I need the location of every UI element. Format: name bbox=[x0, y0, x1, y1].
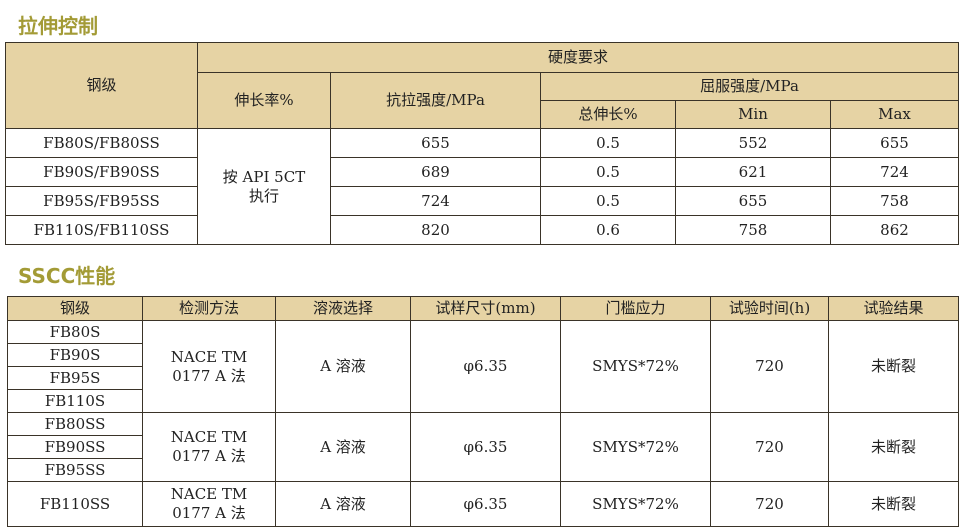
yield-min-cell: 621 bbox=[675, 157, 831, 187]
header-yield-strength: 屈服强度/MPa bbox=[540, 72, 959, 101]
yield-min-cell: 552 bbox=[675, 128, 831, 158]
grade-cell: FB95SS bbox=[7, 458, 143, 482]
tensile-strength-cell: 820 bbox=[330, 215, 541, 245]
header-total-elongation: 总伸长% bbox=[540, 100, 676, 129]
tensile-strength-cell: 724 bbox=[330, 186, 541, 216]
test-result-cell: 未断裂 bbox=[828, 481, 959, 527]
sscc-header-cell: 钢级 bbox=[7, 296, 143, 321]
tensile-table: 钢级 硬度要求 伸长率% 抗拉强度/MPa 屈服强度/MPa 总伸长% Min … bbox=[5, 42, 959, 245]
grade-cell: FB110SS bbox=[7, 481, 143, 527]
tensile-section-title: 拉伸控制 bbox=[18, 14, 98, 38]
table-row: FB95S/FB95SS 724 0.5 655 758 bbox=[5, 186, 959, 216]
grade-cell: FB80S/FB80SS bbox=[5, 128, 198, 158]
grade-cell: FB110S/FB110SS bbox=[5, 215, 198, 245]
solution-cell: A 溶液 bbox=[275, 481, 411, 527]
yield-max-cell: 655 bbox=[830, 128, 959, 158]
header-hardness: 硬度要求 bbox=[197, 42, 959, 73]
grade-cell: FB95S bbox=[7, 366, 143, 390]
grade-cell: FB90S bbox=[7, 343, 143, 367]
test-result-cell: 未断裂 bbox=[828, 412, 959, 482]
test-result-cell: 未断裂 bbox=[828, 320, 959, 413]
solution-cell: A 溶液 bbox=[275, 320, 411, 413]
yield-min-cell: 655 bbox=[675, 186, 831, 216]
header-grade: 钢级 bbox=[5, 42, 198, 129]
total-elongation-cell: 0.5 bbox=[540, 186, 676, 216]
method-cell: NACE TM 0177 A 法 bbox=[142, 412, 276, 482]
elongation-note-cell: 按 API 5CT 执行 bbox=[197, 128, 331, 245]
header-min: Min bbox=[675, 100, 831, 129]
sscc-header-cell: 溶液选择 bbox=[275, 296, 411, 321]
sscc-header-cell: 试样尺寸(mm) bbox=[410, 296, 561, 321]
sscc-table: 钢级 检测方法 溶液选择 试样尺寸(mm) 门槛应力 试验时间(h) 试验结果 FB80S N… bbox=[7, 296, 959, 527]
threshold-stress-cell: SMYS*72% bbox=[560, 481, 711, 527]
table-row: FB90S/FB90SS 689 0.5 621 724 bbox=[5, 157, 959, 187]
grade-cell: FB90SS bbox=[7, 435, 143, 459]
table-row: FB80S/FB80SS 按 API 5CT 执行 655 0.5 552 655 bbox=[5, 128, 959, 245]
tensile-strength-cell: 689 bbox=[330, 157, 541, 187]
sscc-header-cell: 试验结果 bbox=[828, 296, 959, 321]
test-time-cell: 720 bbox=[710, 481, 829, 527]
yield-max-cell: 724 bbox=[830, 157, 959, 187]
method-cell: NACE TM 0177 A 法 bbox=[142, 481, 276, 527]
threshold-stress-cell: SMYS*72% bbox=[560, 320, 711, 413]
yield-max-cell: 758 bbox=[830, 186, 959, 216]
tensile-strength-cell: 655 bbox=[330, 128, 541, 158]
test-time-cell: 720 bbox=[710, 412, 829, 482]
grade-cell: FB110S bbox=[7, 389, 143, 413]
grade-cell: FB90S/FB90SS bbox=[5, 157, 198, 187]
table-row: FB90S bbox=[7, 343, 959, 367]
table-row: FB90SS bbox=[7, 435, 959, 459]
threshold-stress-cell: SMYS*72% bbox=[560, 412, 711, 482]
sscc-header-cell: 试验时间(h) bbox=[710, 296, 829, 321]
method-cell: NACE TM 0177 A 法 bbox=[142, 320, 276, 413]
table-row: FB95S bbox=[7, 366, 959, 390]
table-row: FB110S/FB110SS 820 0.6 758 862 bbox=[5, 215, 959, 245]
specimen-size-cell: φ6.35 bbox=[410, 412, 561, 482]
header-max: Max bbox=[830, 100, 959, 129]
grade-cell: FB95S/FB95SS bbox=[5, 186, 198, 216]
yield-min-cell: 758 bbox=[675, 215, 831, 245]
solution-cell: A 溶液 bbox=[275, 412, 411, 482]
sscc-header-cell: 门槛应力 bbox=[560, 296, 711, 321]
specimen-size-cell: φ6.35 bbox=[410, 320, 561, 413]
test-time-cell: 720 bbox=[710, 320, 829, 413]
grade-cell: FB80SS bbox=[7, 412, 143, 436]
sscc-header-cell: 检测方法 bbox=[142, 296, 276, 321]
yield-max-cell: 862 bbox=[830, 215, 959, 245]
total-elongation-cell: 0.5 bbox=[540, 157, 676, 187]
total-elongation-cell: 0.5 bbox=[540, 128, 676, 158]
grade-cell: FB80S bbox=[7, 320, 143, 344]
total-elongation-cell: 0.6 bbox=[540, 215, 676, 245]
specimen-size-cell: φ6.35 bbox=[410, 481, 561, 527]
sscc-section-title: SSCC性能 bbox=[18, 264, 116, 288]
header-tensile-strength: 抗拉强度/MPa bbox=[330, 72, 541, 129]
header-elongation: 伸长率% bbox=[197, 72, 331, 129]
